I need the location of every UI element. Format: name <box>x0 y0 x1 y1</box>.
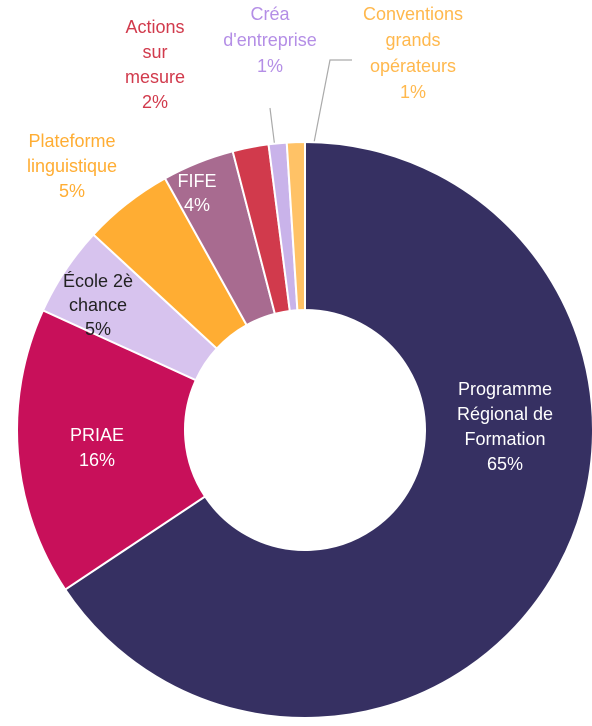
slice <box>285 140 306 312</box>
value-label: 65% <box>487 454 523 474</box>
slice <box>63 140 592 719</box>
value-label: 1% <box>400 82 426 102</box>
label-line: PRIAE <box>70 425 124 445</box>
data-label: Programme Régional de Formation 65% <box>457 379 553 474</box>
label-line: Régional de <box>457 404 553 424</box>
label-line: mesure <box>125 67 185 87</box>
label-line: FIFE <box>178 171 217 191</box>
data-label: FIFE 4% <box>178 171 217 215</box>
label-line: Formation <box>464 429 545 449</box>
label-line: opérateurs <box>370 56 456 76</box>
data-label: Actions sur mesure 2% <box>125 17 185 112</box>
value-label: 5% <box>85 319 111 339</box>
value-label: 5% <box>59 181 85 201</box>
label-line: linguistique <box>27 156 117 176</box>
data-label: Plateforme linguistique 5% <box>27 131 117 201</box>
label-line: Conventions <box>363 4 463 24</box>
label-line: d'entreprise <box>223 30 317 50</box>
value-label: 16% <box>79 450 115 470</box>
data-label: Conventions grands opérateurs 1% <box>363 4 463 102</box>
label-line: Créa <box>250 4 290 24</box>
value-label: 4% <box>184 195 210 215</box>
data-label: PRIAE 16% <box>70 425 124 470</box>
value-label: 1% <box>257 56 283 76</box>
label-line: Programme <box>458 379 552 399</box>
label-line: Actions <box>125 17 184 37</box>
slice <box>16 309 207 591</box>
data-label: École 2è chance 5% <box>63 271 133 339</box>
label-line: Plateforme <box>28 131 115 151</box>
label-line: chance <box>69 295 127 315</box>
data-label: Créa d'entreprise 1% <box>223 4 317 76</box>
label-line: École 2è <box>63 271 133 291</box>
label-line: sur <box>142 42 167 62</box>
value-label: 2% <box>142 92 168 112</box>
label-line: grands <box>385 30 440 50</box>
